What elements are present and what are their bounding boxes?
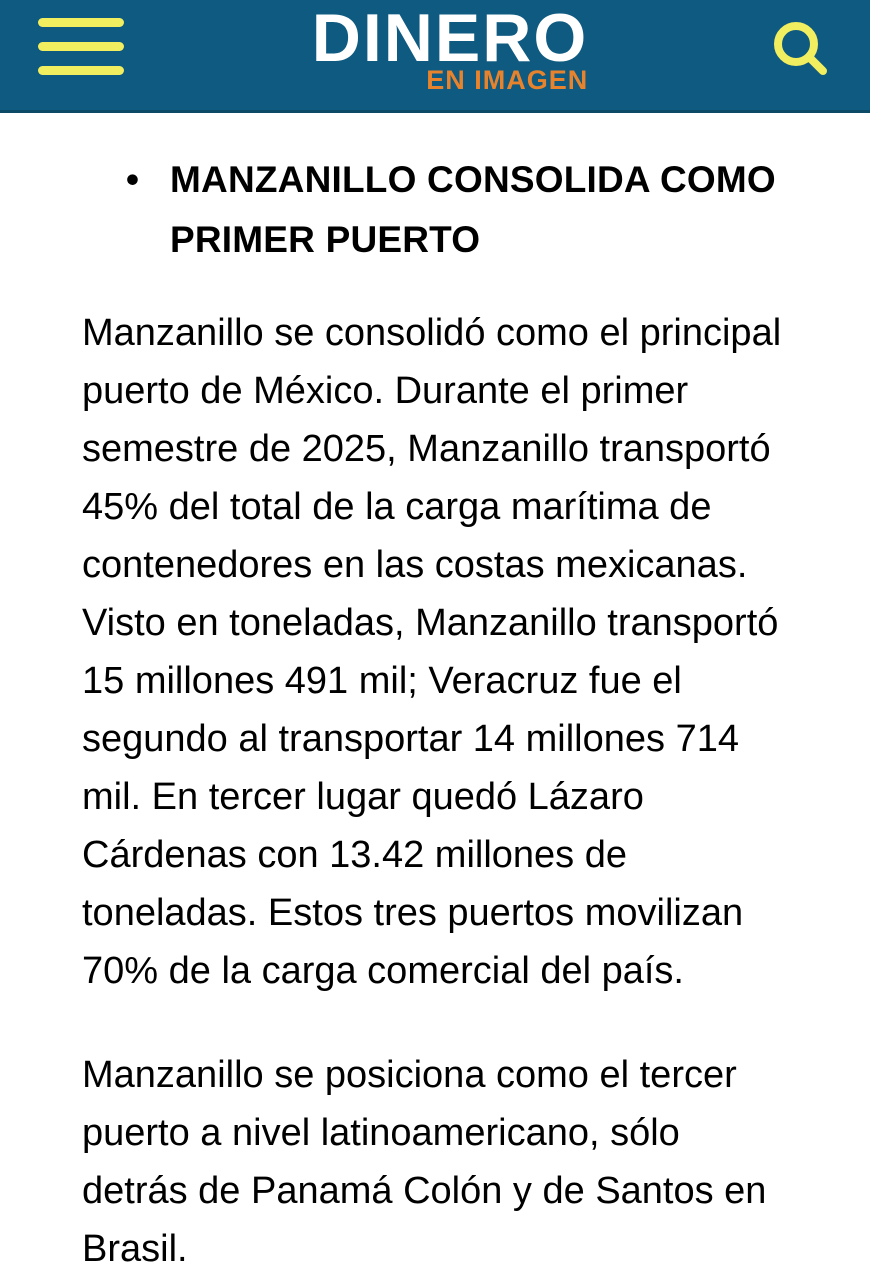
hamburger-bar — [38, 66, 124, 75]
article-body: • MANZANILLO CONSOLIDA COMO PRIMER PUERT… — [0, 150, 870, 1278]
bullet-marker: • — [126, 159, 139, 200]
article-headline: MANZANILLO CONSOLIDA COMO PRIMER PUERTO — [170, 159, 776, 260]
menu-button[interactable] — [38, 18, 124, 75]
hamburger-bar — [38, 18, 124, 27]
hamburger-bar — [38, 42, 124, 51]
article-paragraph: Manzanillo se consolidó como el principa… — [82, 312, 782, 992]
article-paragraph: Manzanillo se posiciona como el tercer p… — [82, 1054, 767, 1270]
search-icon — [774, 22, 827, 75]
site-logo[interactable]: DINERO EN IMAGEN — [311, 0, 589, 95]
site-header: DINERO EN IMAGEN — [0, 0, 870, 113]
search-button[interactable] — [770, 14, 834, 80]
headline-list-item: • MANZANILLO CONSOLIDA COMO PRIMER PUERT… — [82, 150, 788, 270]
logo-title: DINERO — [311, 0, 589, 76]
logo-subtitle: EN IMAGEN — [426, 65, 589, 95]
